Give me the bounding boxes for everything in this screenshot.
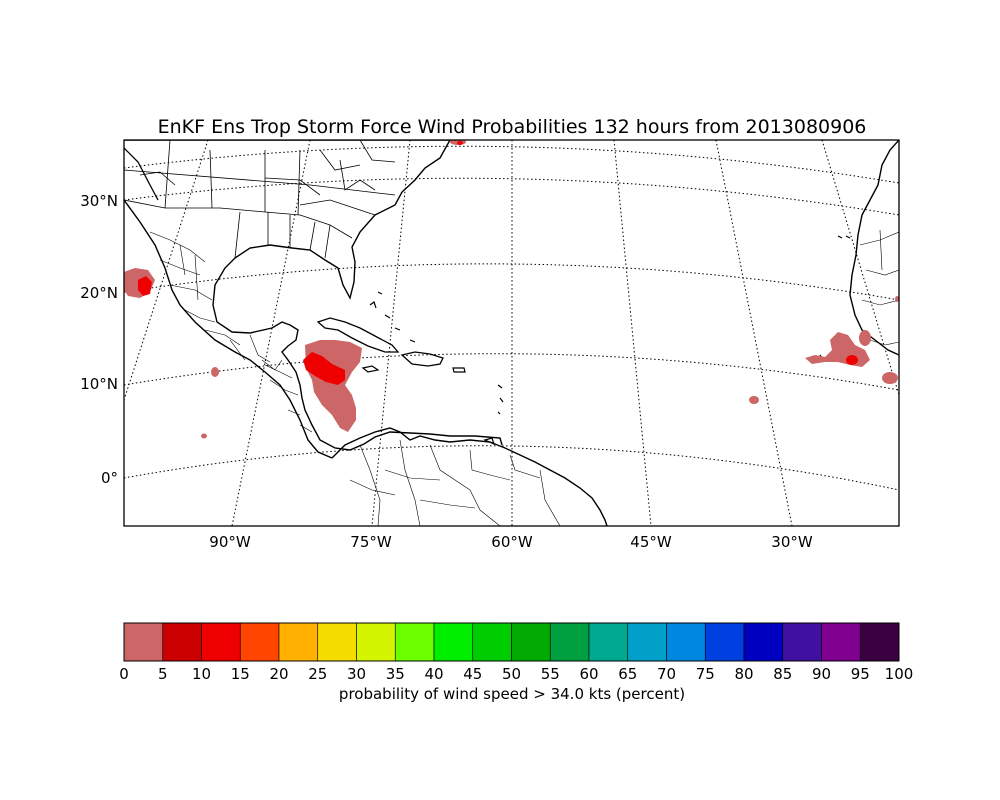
lat-label-20n: 20°N: [80, 284, 118, 302]
bahamas-islands: [369, 291, 416, 343]
colorbar-tick-label: 50: [502, 665, 521, 683]
africa-borders: [859, 229, 899, 346]
jamaica-island: [361, 365, 380, 373]
colorbar-ticks: 0 5 10 15 20 25 30 35 40 45 50 55 60 65 70 75 80 85 90 95 10…: [119, 665, 913, 683]
africa-coastline: [849, 140, 899, 356]
map-panel: 30°N 20°N 10°N 0° 90°W 75°W 60°W 45°W 30…: [80, 139, 900, 551]
colorbar-swatch: [666, 622, 706, 662]
north-america-landmass: [124, 140, 503, 451]
map-frame: [123, 139, 900, 527]
senegal-low-probability: [895, 296, 899, 302]
colorbar-swatch: [123, 622, 164, 662]
colorbar-tick-label: 90: [812, 665, 831, 683]
south-america-landmass: [331, 427, 608, 526]
lon-label-90w: 90°W: [209, 533, 251, 551]
cuba-island: [316, 317, 400, 353]
baja-peninsula: [124, 147, 159, 201]
colorbar-swatch: [859, 622, 900, 662]
colorbar-swatch: [162, 622, 202, 662]
colorbar-tick-label: 25: [308, 665, 327, 683]
colorbar-tick-label: 95: [851, 665, 870, 683]
colorbar-tick-label: 65: [618, 665, 637, 683]
colorbar-label: probability of wind speed > 34.0 kts (pe…: [339, 685, 685, 703]
plot-title: EnKF Ens Trop Storm Force Wind Probabili…: [158, 116, 867, 138]
colorbar-swatch: [743, 622, 784, 662]
colorbar-swatch: [821, 622, 861, 662]
colorbar-swatch: [433, 622, 474, 662]
hispaniola-island: [400, 351, 444, 367]
colorbar-swatch: [278, 622, 319, 662]
pacific-low-probability-2: [201, 433, 207, 439]
colorbar-swatch: [549, 622, 590, 662]
lat-label-10n: 10°N: [80, 375, 118, 393]
colorbar-tick-label: 60: [579, 665, 598, 683]
colorbar-swatch: [782, 622, 822, 662]
longitude-labels: 90°W 75°W 60°W 45°W 30°W: [209, 533, 813, 551]
probability-10-15-regions: [138, 141, 858, 385]
colorbar-swatches: [123, 622, 900, 662]
colorbar-tick-label: 20: [269, 665, 288, 683]
colorbar-tick-label: 70: [657, 665, 676, 683]
colorbar-swatch: [201, 622, 241, 662]
lat-label-30n: 30°N: [80, 192, 118, 210]
lon-label-45w: 45°W: [630, 533, 672, 551]
colorbar: 0 5 10 15 20 25 30 35 40 45 50 55 60 65 70 75 80 85 90 95 10…: [119, 622, 913, 703]
atlantic-low-probability: [749, 396, 759, 404]
trinidad-island: [483, 437, 495, 446]
colorbar-tick-label: 85: [773, 665, 792, 683]
colorbar-tick-label: 30: [347, 665, 366, 683]
colorbar-swatch: [356, 622, 396, 662]
colorbar-swatch: [704, 622, 745, 662]
colorbar-tick-label: 100: [885, 665, 914, 683]
colorbar-tick-label: 75: [696, 665, 715, 683]
colorbar-frame: [123, 622, 900, 662]
caribbean-core-probability: [303, 352, 345, 385]
africa-low-probability: [859, 330, 871, 346]
colorbar-tick-label: 35: [386, 665, 405, 683]
colorbar-swatch: [317, 622, 357, 662]
colorbar-tick-label: 0: [119, 665, 129, 683]
latitude-labels: 30°N 20°N 10°N 0°: [80, 192, 118, 487]
colorbar-tick-label: 10: [192, 665, 211, 683]
mexico-core-probability: [138, 276, 152, 296]
colorbar-tick-label: 40: [424, 665, 443, 683]
colorbar-swatch: [394, 622, 435, 662]
lesser-antilles: [497, 384, 504, 415]
mexico-central-america-borders: [149, 231, 313, 433]
colorbar-tick-label: 45: [463, 665, 482, 683]
colorbar-tick-label: 80: [734, 665, 753, 683]
pacific-low-probability: [211, 367, 219, 377]
colorbar-swatch: [588, 622, 629, 662]
lon-label-60w: 60°W: [491, 533, 533, 551]
colorbar-swatch: [627, 622, 667, 662]
africa-low-probability-2: [882, 372, 898, 384]
north-coast-core-probability: [457, 141, 463, 145]
us-state-borders: [124, 140, 396, 259]
colorbar-swatch: [472, 622, 512, 662]
puerto-rico-island: [452, 367, 466, 373]
colorbar-swatch: [511, 622, 551, 662]
colorbar-tick-label: 55: [541, 665, 560, 683]
colorbar-swatch: [239, 622, 280, 662]
lat-label-0: 0°: [101, 469, 118, 487]
colorbar-tick-label: 5: [158, 665, 168, 683]
lon-label-30w: 30°W: [771, 533, 813, 551]
canary-islands: [837, 235, 851, 239]
cape-verde-core-probability: [846, 355, 858, 365]
south-america-borders: [349, 439, 561, 526]
colorbar-tick-label: 15: [231, 665, 250, 683]
graticule-parallels: [124, 145, 899, 491]
lon-label-75w: 75°W: [350, 533, 392, 551]
